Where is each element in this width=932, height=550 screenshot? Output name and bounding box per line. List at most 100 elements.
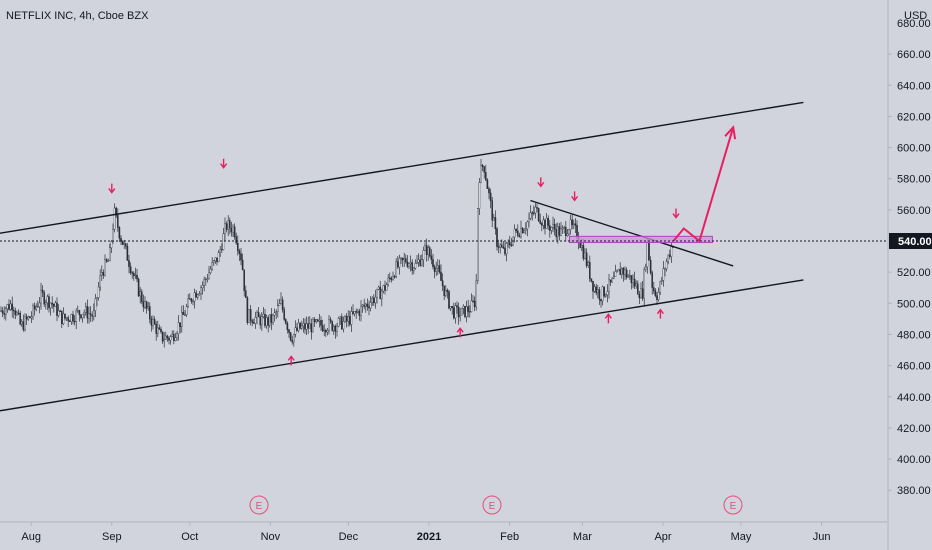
- candle-body: [483, 166, 486, 173]
- candle-body: [614, 271, 617, 277]
- candle-body: [286, 323, 289, 330]
- price-scale[interactable]: 380.00 400.00 420.00 440.00 460.00 480.00 500.…: [888, 18, 931, 497]
- candle-body: [289, 332, 292, 341]
- candle-body: [566, 233, 569, 236]
- time-scale[interactable]: Aug Sep Oct Nov Dec 2021 Feb Mar Apr May Jun: [21, 522, 830, 543]
- x-tick-label: Oct: [181, 531, 198, 543]
- candle-body: [342, 321, 345, 330]
- candle-body: [171, 334, 174, 337]
- candle-body: [264, 313, 266, 326]
- candle-body: [35, 306, 37, 310]
- projection-path[interactable]: [672, 127, 735, 243]
- candle-body: [200, 287, 202, 294]
- candle-body: [502, 246, 505, 249]
- trendline-channel-upper[interactable]: [0, 101, 804, 234]
- candle-body: [299, 322, 302, 329]
- candle-body: [123, 243, 125, 245]
- candle-body: [219, 249, 222, 253]
- candle-body: [278, 303, 281, 306]
- price-badge-value: 540.00: [898, 236, 932, 248]
- candle-body: [430, 255, 433, 260]
- trendline-channel-lower[interactable]: [0, 279, 804, 412]
- candle-body: [56, 302, 58, 316]
- candle-body: [216, 257, 218, 263]
- last-price-badge: 540.00: [889, 233, 932, 249]
- candle-body: [473, 300, 476, 308]
- candle-body: [61, 310, 63, 325]
- candle-body: [211, 262, 214, 270]
- earnings-markers: E E E: [249, 495, 743, 515]
- candle-body: [537, 208, 540, 221]
- candle-body: [654, 290, 657, 296]
- candle-body: [448, 291, 450, 309]
- candle-body: [37, 306, 39, 308]
- candle-body: [347, 316, 350, 322]
- candle-body: [505, 243, 508, 255]
- candle-body: [504, 247, 506, 255]
- candle-body: [80, 314, 82, 319]
- resistance-zone[interactable]: [568, 235, 713, 244]
- candle-body: [185, 306, 188, 316]
- candle-body: [262, 313, 265, 317]
- candle-body: [318, 320, 321, 322]
- candle-body: [640, 288, 642, 299]
- candle-body: [12, 309, 15, 312]
- x-tick-label: 2021: [417, 531, 441, 543]
- candle-body: [230, 227, 233, 233]
- arrow-up-head: [287, 355, 295, 361]
- candle-body: [140, 291, 143, 302]
- candle-body: [19, 313, 22, 325]
- candle-body: [545, 217, 548, 229]
- candle-body: [445, 289, 447, 296]
- candle-body: [296, 327, 298, 331]
- candle-body: [603, 286, 605, 297]
- candle-body: [187, 298, 190, 307]
- earnings-marker-3[interactable]: E: [723, 495, 743, 515]
- candle-body: [142, 301, 145, 308]
- candle-body: [349, 316, 351, 325]
- candle-body: [454, 305, 457, 319]
- arrow-down-head: [537, 181, 545, 188]
- symbol-legend[interactable]: NETFLIX INC, 4h, Cboe BZX: [6, 10, 149, 22]
- trendline-descending-resistance[interactable]: [530, 199, 734, 267]
- candle-body: [100, 272, 103, 276]
- candle-body: [272, 315, 274, 323]
- candle-body: [144, 301, 146, 308]
- candle-body: [443, 285, 446, 296]
- candle-body: [17, 312, 20, 314]
- candle-body: [656, 295, 658, 300]
- earnings-marker-1[interactable]: E: [249, 495, 269, 515]
- candle-body: [97, 286, 100, 298]
- candle-body: [27, 316, 30, 320]
- candle-body: [243, 269, 246, 291]
- candle-body: [105, 259, 108, 262]
- candle-body: [153, 319, 156, 325]
- candle-body: [593, 286, 596, 292]
- candle-body: [277, 305, 279, 312]
- candle-body: [116, 215, 119, 228]
- candle-body: [129, 266, 132, 273]
- candle-body: [648, 241, 650, 261]
- earnings-marker-2[interactable]: E: [482, 495, 502, 515]
- candle-body: [491, 200, 494, 221]
- candle-body: [331, 321, 334, 331]
- candle-body: [168, 337, 170, 341]
- candle-body: [293, 334, 295, 343]
- candle-body: [531, 212, 533, 214]
- candle-body: [169, 336, 172, 341]
- candle-body: [45, 302, 47, 305]
- candle-body: [32, 305, 34, 317]
- candle-body: [128, 260, 130, 267]
- candle-body: [541, 223, 543, 226]
- arrow-down-head: [571, 195, 579, 202]
- candle-body: [267, 317, 270, 326]
- candle-body: [361, 304, 364, 307]
- candle-body: [217, 252, 220, 263]
- candle-body: [190, 298, 193, 302]
- candle-body: [83, 312, 85, 315]
- candle-body: [48, 296, 50, 309]
- candle-body: [275, 311, 278, 314]
- candle-body: [507, 242, 510, 244]
